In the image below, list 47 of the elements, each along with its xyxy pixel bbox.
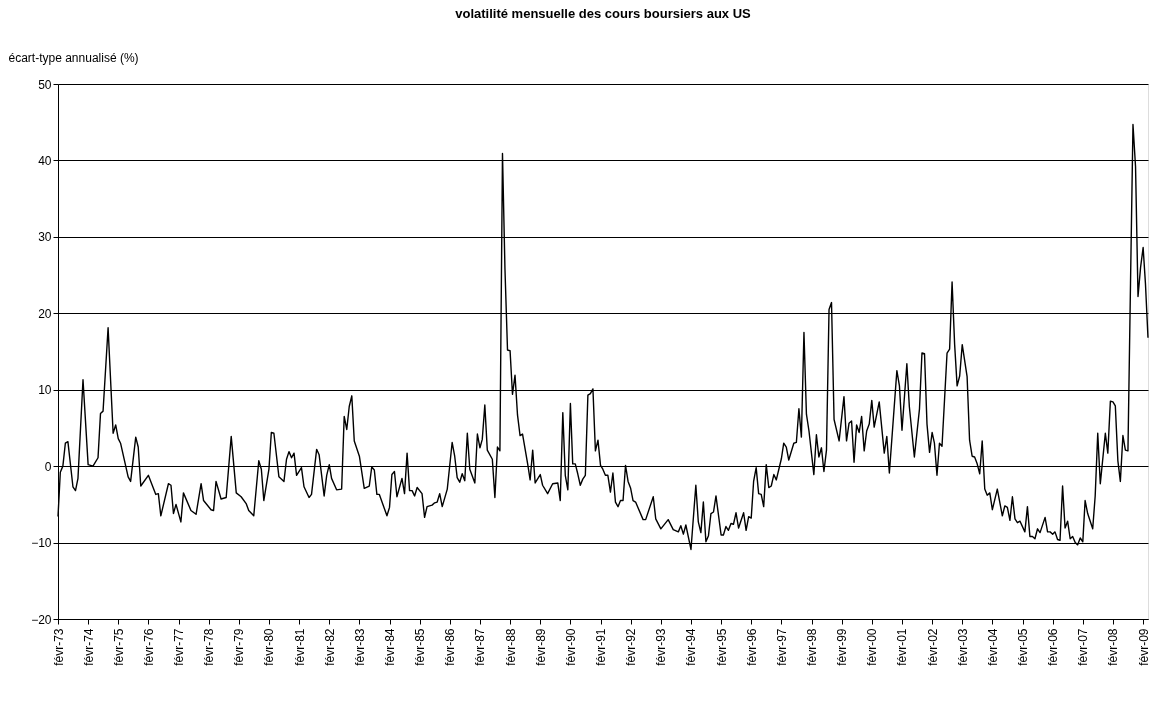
x-tick-label: févr-87 bbox=[473, 628, 488, 666]
x-tick-label: févr-86 bbox=[443, 628, 458, 666]
x-tick-label: févr-79 bbox=[232, 628, 247, 666]
y-tick-label: 20 bbox=[38, 306, 52, 321]
x-tick-label: févr-03 bbox=[955, 628, 970, 666]
x-tick-label: févr-83 bbox=[352, 628, 367, 666]
x-tick-label: févr-90 bbox=[563, 628, 578, 666]
y-tick-label: 30 bbox=[38, 230, 52, 245]
x-tick-label: févr-00 bbox=[865, 628, 880, 666]
x-tick-label: févr-01 bbox=[895, 628, 910, 666]
x-tick-label: févr-93 bbox=[654, 628, 669, 666]
x-tick-label: févr-95 bbox=[714, 628, 729, 666]
y-tick-label: 0 bbox=[44, 459, 52, 474]
x-tick-label: févr-02 bbox=[925, 628, 940, 666]
x-tick-label: févr-82 bbox=[322, 628, 337, 666]
x-tick-label: févr-96 bbox=[744, 628, 759, 666]
x-tick-label: févr-08 bbox=[1106, 628, 1121, 666]
y-tick-label: 10 bbox=[38, 383, 52, 398]
x-tick-label: févr-09 bbox=[1136, 628, 1151, 666]
x-tick-label: févr-80 bbox=[262, 628, 277, 666]
x-tick-label: févr-85 bbox=[413, 628, 428, 666]
x-tick-label: févr-77 bbox=[172, 628, 187, 666]
x-tick-label: févr-73 bbox=[51, 628, 66, 666]
y-axis-title: écart-type annualisé (%) bbox=[8, 50, 139, 65]
x-tick-label: févr-84 bbox=[383, 628, 398, 666]
y-tick-label: 50 bbox=[38, 77, 52, 92]
x-tick-label: févr-97 bbox=[774, 628, 789, 666]
x-tick-label: févr-04 bbox=[985, 628, 1000, 666]
x-tick-label: févr-81 bbox=[292, 628, 307, 666]
x-tick-label: févr-89 bbox=[533, 628, 548, 666]
x-tick-label: févr-94 bbox=[684, 628, 699, 666]
x-tick-label: févr-91 bbox=[594, 628, 609, 666]
x-tick-label: févr-98 bbox=[805, 628, 820, 666]
x-tick-label: févr-92 bbox=[624, 628, 639, 666]
x-tick-label: févr-76 bbox=[141, 628, 156, 666]
x-tick-label: févr-05 bbox=[1016, 628, 1031, 666]
x-tick-label: févr-75 bbox=[111, 628, 126, 666]
x-tick-label: févr-78 bbox=[202, 628, 217, 666]
y-tick-label: 40 bbox=[38, 153, 52, 168]
chart-title: volatilité mensuelle des cours boursiers aux US bbox=[455, 6, 752, 21]
x-tick-label: févr-99 bbox=[835, 628, 850, 666]
x-tick-label: févr-74 bbox=[81, 628, 96, 666]
x-tick-label: févr-07 bbox=[1076, 628, 1091, 666]
y-tick-label: −20 bbox=[31, 612, 52, 627]
y-tick-label: −10 bbox=[31, 536, 52, 551]
x-tick-label: févr-06 bbox=[1046, 628, 1061, 666]
x-tick-label: févr-88 bbox=[503, 628, 518, 666]
